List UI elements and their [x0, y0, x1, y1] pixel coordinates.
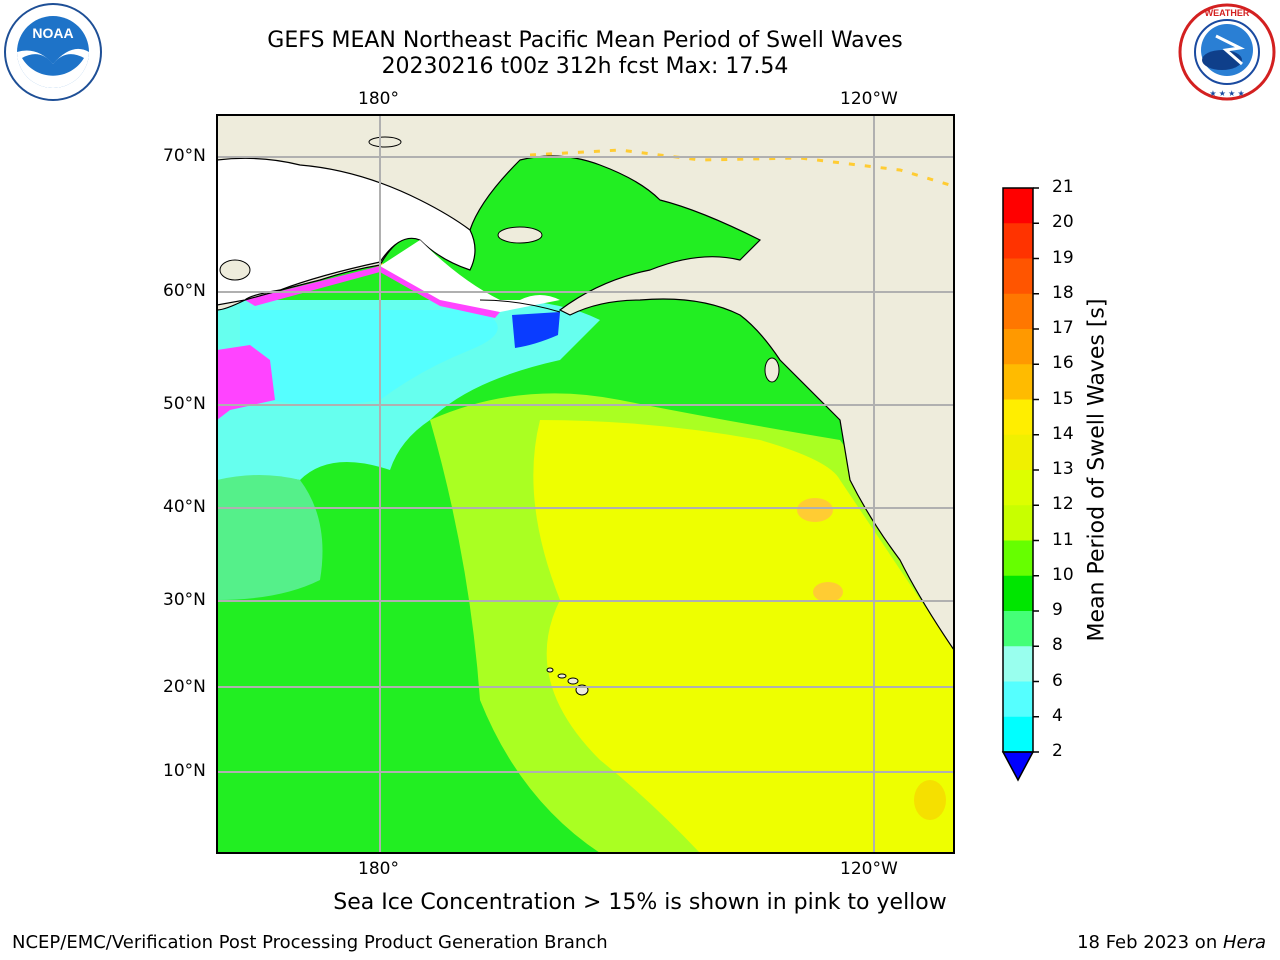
- colorbar-tick-label: 9: [1052, 600, 1063, 620]
- colorbar-tick-label: 10: [1052, 564, 1074, 585]
- colorbar-tick-label: 19: [1052, 247, 1074, 268]
- lat-label-50n: 50°N: [163, 394, 206, 414]
- colorbar-tick-label: 8: [1052, 635, 1063, 656]
- map-frame: [216, 114, 955, 854]
- svg-text:WEATHER: WEATHER: [1205, 8, 1250, 18]
- sea-ice-caption: Sea Ice Concentration > 15% is shown in …: [333, 890, 947, 915]
- chart-title: GEFS MEAN Northeast Pacific Mean Period …: [267, 28, 903, 53]
- svg-text:NOAA: NOAA: [32, 25, 73, 41]
- colorbar-tick-label: 20: [1052, 212, 1074, 233]
- colorbar-tick-label: 6: [1052, 670, 1063, 691]
- chart-subtitle: 20230216 t00z 312h fcst Max: 17.54: [381, 54, 789, 79]
- lat-label-70n: 70°N: [163, 146, 206, 166]
- lat-label-40n: 40°N: [163, 497, 206, 517]
- land-mass: [217, 115, 954, 652]
- colorbar-tick-label: 15: [1052, 388, 1074, 409]
- colorbar-tick-label: 17: [1052, 318, 1074, 338]
- footer-credit: NCEP/EMC/Verification Post Processing Pr…: [12, 932, 608, 953]
- nws-logo: WEATHER ★ ★ ★ ★: [1178, 3, 1276, 101]
- lat-label-20n: 20°N: [163, 677, 206, 697]
- lon-label-top-180: 180°: [358, 89, 399, 109]
- colorbar-tick-label: 21: [1052, 177, 1074, 197]
- lat-label-10n: 10°N: [163, 761, 206, 781]
- colorbar-tick-label: 11: [1052, 529, 1074, 550]
- colorbar-tick-label: 16: [1052, 353, 1074, 374]
- footer-date-text: 18 Feb 2023 on: [1077, 932, 1223, 953]
- lon-label-top-120w: 120°W: [840, 89, 898, 109]
- lon-label-bottom-120w: 120°W: [840, 859, 898, 879]
- graticule: [217, 115, 954, 853]
- footer-system-name: Hera: [1222, 932, 1266, 953]
- colorbar-tick-label: 4: [1052, 705, 1063, 726]
- colorbar-tick-label: 2: [1052, 741, 1063, 761]
- svg-text:★ ★ ★ ★: ★ ★ ★ ★: [1209, 89, 1244, 98]
- noaa-logo: NOAA: [4, 3, 102, 101]
- colorbar-tick-label: 12: [1052, 494, 1074, 515]
- colorbar-label: Mean Period of Swell Waves [s]: [1084, 298, 1110, 642]
- lon-label-bottom-180: 180°: [358, 859, 399, 879]
- colorbar-tick-label: 13: [1052, 459, 1074, 479]
- colorbar-tick-label: 14: [1052, 423, 1074, 444]
- lat-label-30n: 30°N: [163, 590, 206, 610]
- colorbar-tick-label: 18: [1052, 282, 1074, 303]
- lat-label-60n: 60°N: [163, 281, 206, 301]
- footer-date: 18 Feb 2023 on Hera: [1077, 932, 1266, 953]
